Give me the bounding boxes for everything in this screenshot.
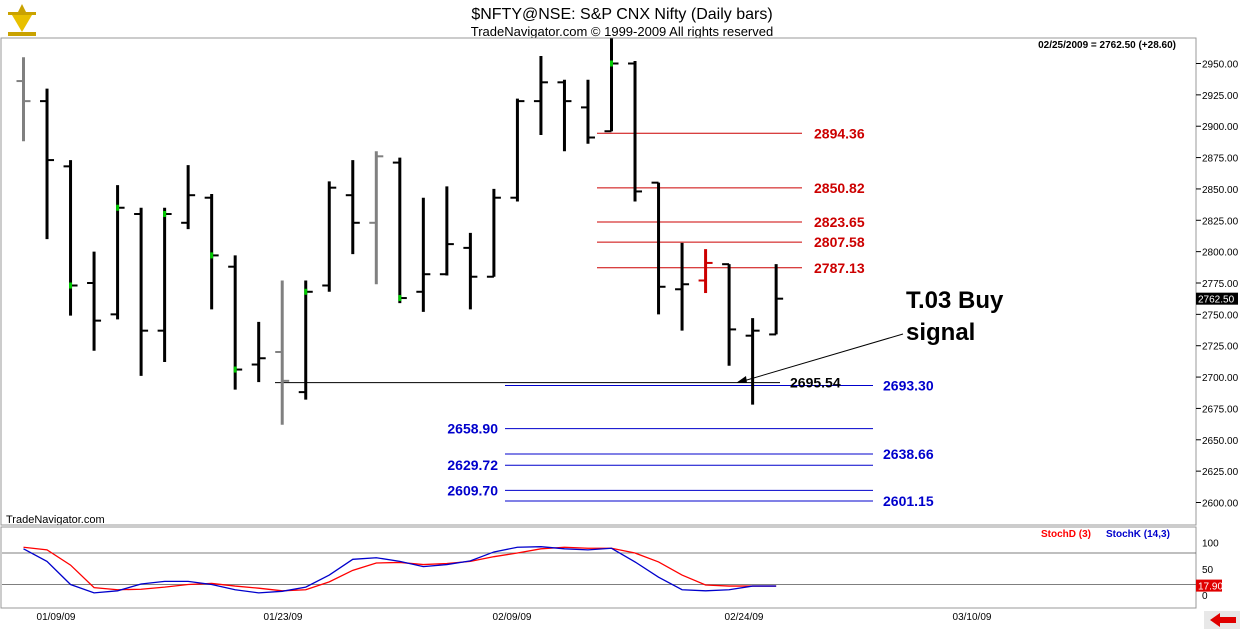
y-tick-label: 2600.00 [1202,499,1239,510]
stoch-tick-label: 0 [1202,591,1208,602]
y-tick-label: 2725.00 [1202,342,1239,353]
signal-mark [210,252,214,259]
legend-stochd: StochD (3) [1041,529,1091,540]
support-label: 2693.30 [883,377,934,393]
signal-mark [116,204,120,211]
y-tick-label: 2800.00 [1202,248,1239,259]
price-panel [0,37,1197,526]
last-price-label: 2762.50 [1198,295,1235,306]
buy-signal-arrow [739,333,904,383]
y-tick-label: 2650.00 [1202,436,1239,447]
stochd-line [23,546,777,592]
signal-mark [163,211,167,218]
stoch-last-marker [1196,579,1222,592]
resistance-label: 2823.65 [814,214,865,230]
buy-signal-annotation: T.03 Buy signal [906,287,1004,346]
chart-title: $NFTY@NSE: S&P CNX Nifty (Daily bars) [471,6,772,23]
x-tick-label: 01/09/09 [37,612,76,623]
signal-mark [233,366,237,373]
y-tick-label: 2675.00 [1202,404,1239,415]
y-tick-label: 2900.00 [1202,122,1239,133]
logo-icon [8,4,36,36]
support-label: 2638.66 [883,446,934,462]
support-label: 2658.90 [447,421,498,437]
signal-mark [398,295,402,302]
resistance-label: 2850.82 [814,180,865,196]
y-tick-label: 2750.00 [1202,310,1239,321]
x-tick-label: 02/24/09 [725,612,764,623]
y-tick-label: 2775.00 [1202,279,1239,290]
resistance-label: 2787.13 [814,260,865,276]
last-price-marker [1196,292,1238,305]
support-label: 2601.15 [883,493,934,509]
y-tick-label: 2850.00 [1202,185,1239,196]
x-tick-label: 01/23/09 [264,612,303,623]
support-label: 2629.72 [447,457,498,473]
x-tick-label: 03/10/09 [953,612,992,623]
y-tick-label: 2950.00 [1202,60,1239,71]
stochk-line [23,546,777,594]
y-tick-label: 2700.00 [1202,373,1239,384]
stoch-panel [0,526,1197,609]
y-tick-label: 2825.00 [1202,216,1239,227]
scroll-left-arrow-icon[interactable] [1204,611,1240,629]
watermark: TradeNavigator.com [6,514,105,526]
signal-mark [304,288,308,295]
resistance-label: 2807.58 [814,234,865,250]
quote-readout: 02/25/2009 = 2762.50 (+28.60) [1038,40,1176,51]
y-tick-label: 2875.00 [1202,154,1239,165]
stoch-tick-label: 50 [1202,565,1214,576]
x-tick-label: 02/09/09 [493,612,532,623]
trend-support-label: 2695.54 [790,375,841,391]
stoch-tick-label: 100 [1202,539,1219,550]
support-label: 2609.70 [447,482,498,498]
signal-mark [69,282,73,289]
legend-stochk: StochK (14,3) [1106,529,1170,540]
arrow-head-icon [736,376,747,383]
resistance-label: 2894.36 [814,125,865,141]
stoch-last-label: 17.90 [1198,582,1223,593]
signal-mark [610,60,613,67]
y-tick-label: 2925.00 [1202,91,1239,102]
copyright-text: TradeNavigator.com © 1999-2009 All right… [471,24,773,39]
y-tick-label: 2625.00 [1202,467,1239,478]
